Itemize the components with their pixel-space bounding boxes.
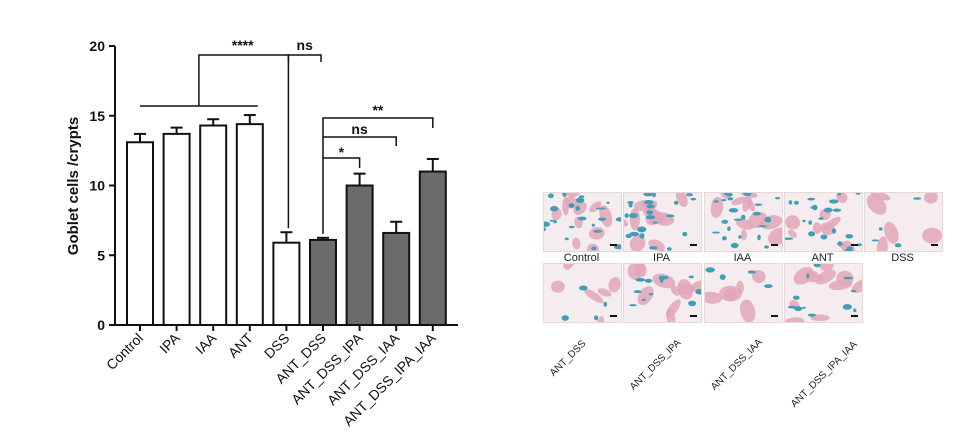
bar-ant-dss-ipa <box>345 184 374 326</box>
bar-dss <box>272 241 301 327</box>
histology-stain-image <box>624 193 701 251</box>
histology-stain-image <box>544 264 621 322</box>
scale-bar <box>610 244 617 246</box>
y-tick-label: 0 <box>97 317 105 333</box>
bar-ant-dss <box>309 238 337 326</box>
significance-label: * <box>339 144 345 160</box>
significance-brackets: **** ns**ns* <box>140 37 434 234</box>
error-bars <box>134 114 439 243</box>
histology-label: IAA <box>733 252 752 264</box>
histology-label: ANT_DSS_IPA <box>628 337 684 394</box>
histology-tile <box>784 192 863 252</box>
scale-bar <box>610 315 617 317</box>
x-tick-label: DSS <box>261 330 293 362</box>
bar-ant-dss-ipa-iaa <box>418 170 447 326</box>
scale-bar <box>851 244 858 246</box>
bracket-dss-antdss <box>287 54 322 62</box>
histology-stain-image <box>865 193 942 251</box>
bar-ant <box>235 123 264 327</box>
histology-label: ANT_DSS <box>548 338 589 380</box>
y-tick-label: 5 <box>97 247 105 263</box>
histology-tile <box>864 192 943 252</box>
histology-stain-image <box>624 264 701 322</box>
histology-tile <box>784 263 863 323</box>
scale-bar <box>851 315 858 317</box>
histology-label: IPA <box>653 252 670 264</box>
bar-iaa <box>199 124 228 326</box>
bracket-antdss-ipa <box>323 157 361 168</box>
scale-bar <box>690 244 697 246</box>
x-tick-label: IAA <box>192 329 220 357</box>
scale-bar <box>771 315 778 317</box>
bar-control <box>126 141 154 326</box>
histology-label: ANT <box>811 252 834 264</box>
histology-stain-image <box>785 193 862 251</box>
significance-label: ** <box>372 102 383 118</box>
histology-tile <box>543 192 622 252</box>
histology-tile <box>623 192 702 252</box>
bracket-antdss-ipaiaa <box>322 117 434 234</box>
scale-bar <box>931 244 938 246</box>
bar-ant-dss-iaa <box>382 231 411 326</box>
histology-label: Control <box>563 252 600 264</box>
histology-label: DSS <box>891 252 914 264</box>
bar-ipa <box>162 132 191 326</box>
histology-stain-image <box>785 264 862 322</box>
y-tick-label: 10 <box>89 178 105 194</box>
significance-label: ns <box>297 37 314 53</box>
x-tick-labels: Control IPA IAA ANT DSSANT_DSSANT_DSS_IPAANT… <box>103 329 439 429</box>
scale-bar <box>771 244 778 246</box>
histology-label: ANT_DSS_IPA_IAA <box>789 338 860 410</box>
y-tick-label: 20 <box>89 38 105 54</box>
y-axis-label: Goblet cells /crypts <box>65 117 82 255</box>
scale-bar <box>690 315 697 317</box>
x-tick-label: IPA <box>156 329 183 356</box>
histology-tile <box>704 263 783 323</box>
x-tick-label: Control <box>103 330 146 373</box>
histology-tile <box>623 263 702 323</box>
histology-label: ANT_DSS_IAA <box>709 337 765 394</box>
bracket-antdss-iaa <box>323 136 397 146</box>
histology-tile <box>543 263 622 323</box>
histology-tile <box>704 192 783 252</box>
histology-stain-image <box>705 193 782 251</box>
bracket-group-dss <box>198 54 290 229</box>
significance-label: **** <box>232 37 254 53</box>
histology-stain-image <box>544 193 621 251</box>
x-tick-label: ANT <box>225 329 256 360</box>
significance-label: ns <box>351 121 368 137</box>
y-tick-label: 15 <box>89 108 105 124</box>
chart-bars <box>126 123 447 327</box>
histology-stain-image <box>705 264 782 322</box>
